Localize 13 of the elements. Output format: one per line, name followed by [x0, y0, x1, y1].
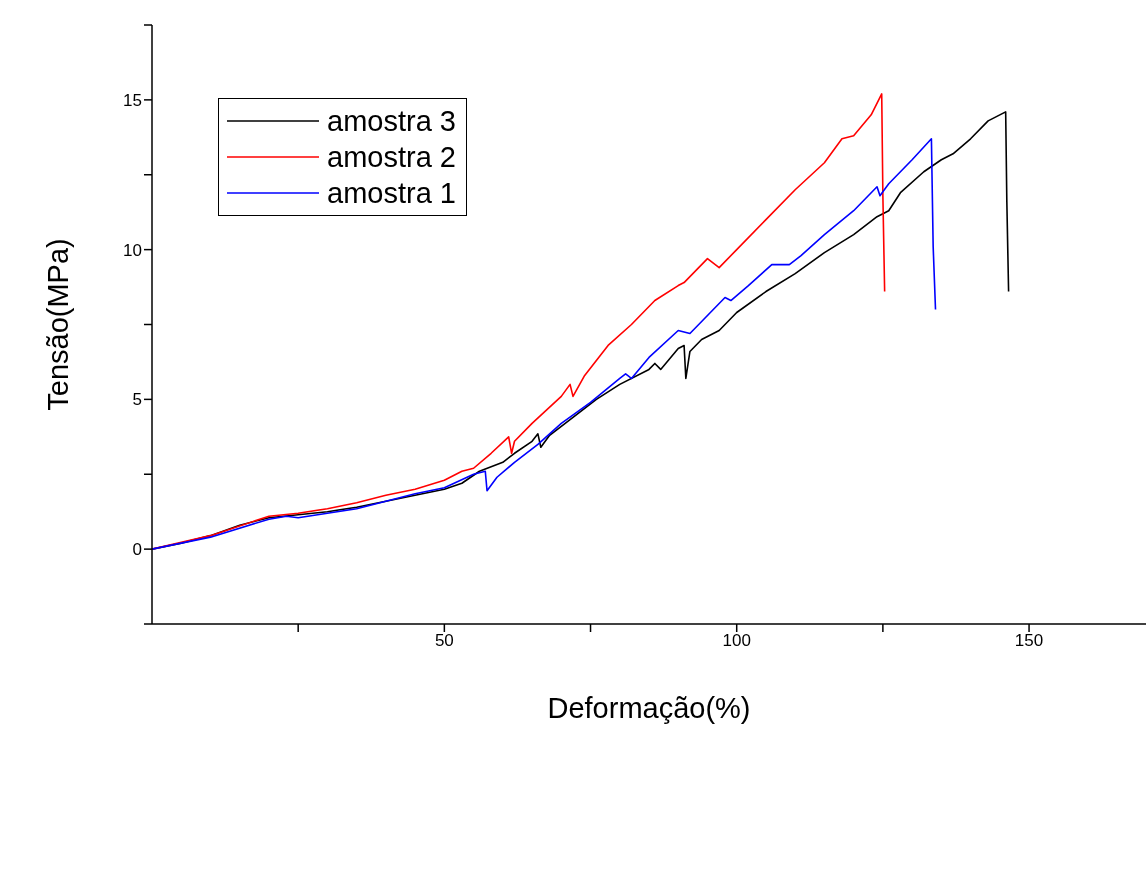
legend-label: amostra 2 [327, 140, 456, 175]
y-tick-label: 10 [123, 240, 142, 260]
y-axis-title: Tensão(MPa) [42, 238, 75, 411]
x-tick-label: 50 [434, 631, 454, 651]
y-tick-label: 5 [132, 390, 142, 410]
y-tick-label: 0 [132, 540, 142, 560]
x-axis-title: Deformação(%) [547, 692, 751, 724]
y-tick-label: 15 [123, 90, 142, 110]
line-series [152, 93, 886, 550]
x-tick-label: 150 [1014, 631, 1044, 651]
legend-label: amostra 1 [327, 176, 456, 211]
legend-label: amostra 3 [327, 104, 456, 139]
x-tick-label: 100 [722, 631, 751, 651]
